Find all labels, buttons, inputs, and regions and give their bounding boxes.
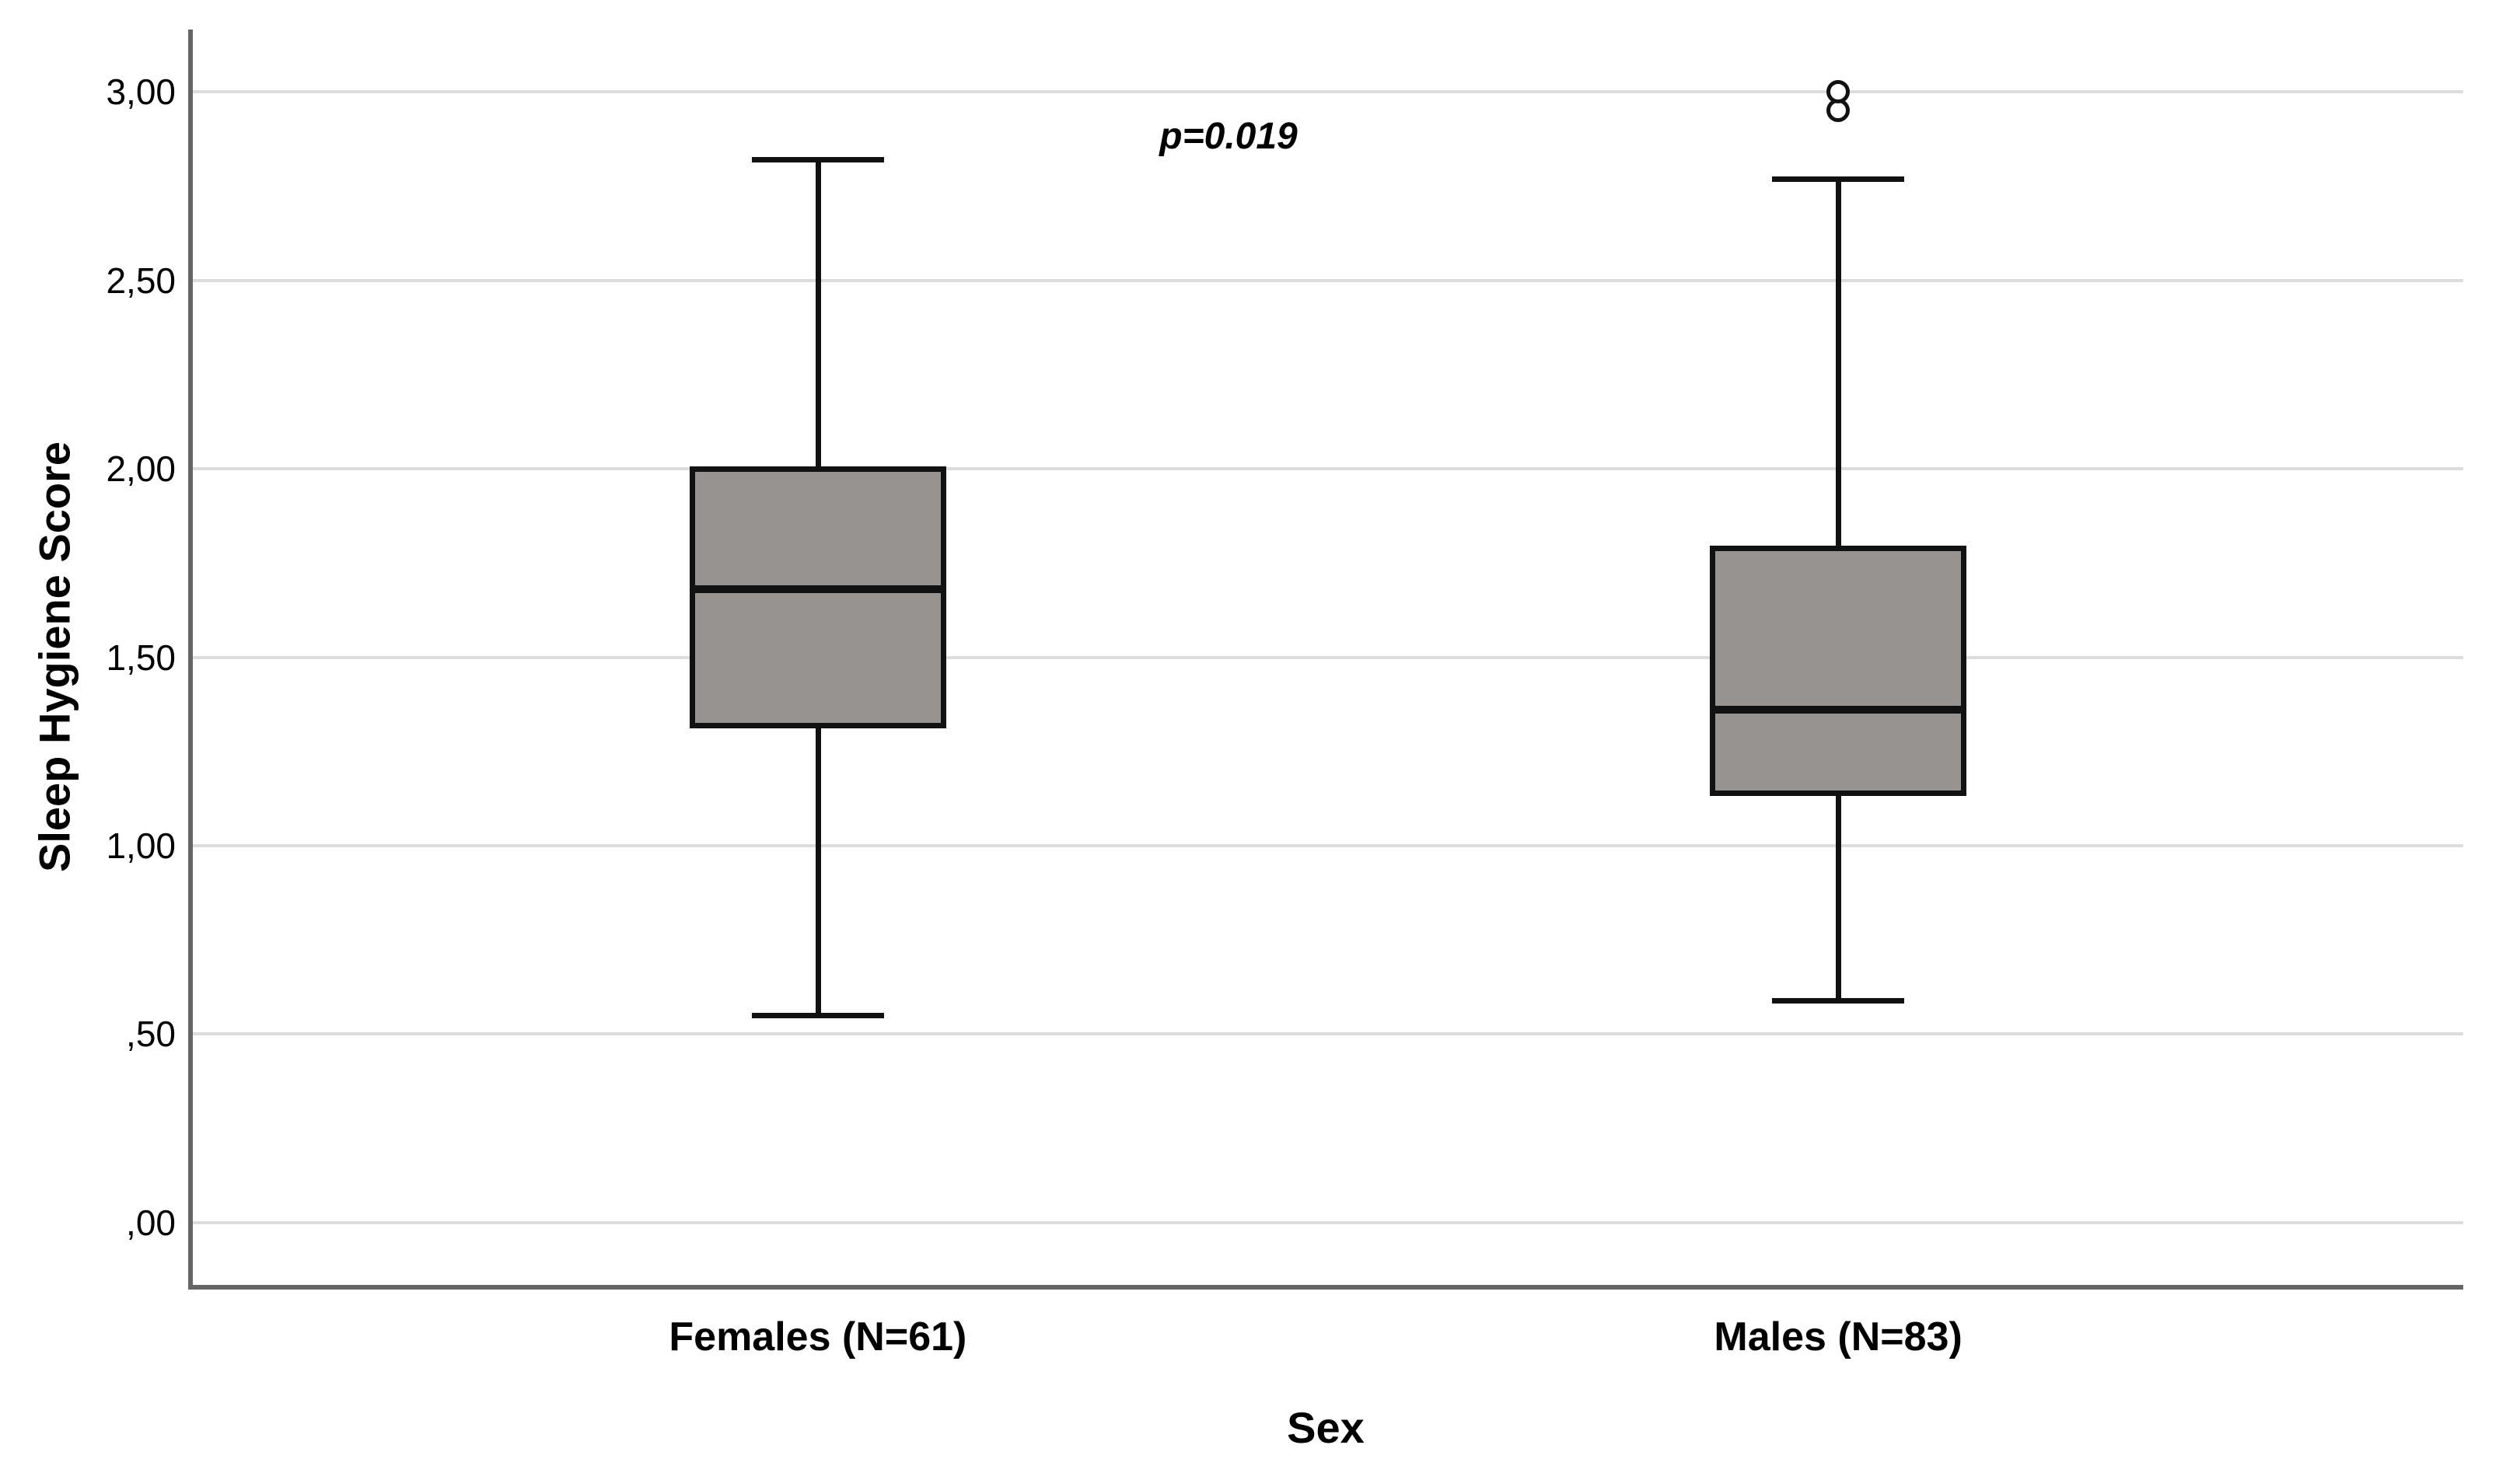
iqr-box — [1710, 545, 1967, 797]
whisker-cap-bottom — [1772, 997, 1905, 1004]
iqr-box — [689, 466, 946, 728]
y-tick-label: 1,50 — [106, 637, 176, 678]
y-tick-label: 3,00 — [106, 72, 176, 113]
p-value-annotation: p=0.019 — [1159, 116, 1298, 157]
gridline-3,00 — [193, 90, 2463, 94]
median-line — [1715, 706, 1962, 714]
gridline-,50 — [193, 1032, 2463, 1036]
category-label-males: Males (N=83) — [1714, 1314, 1963, 1360]
whisker-cap-top — [751, 157, 884, 163]
whisker-cap-bottom — [751, 1013, 884, 1019]
y-tick-label: 2,50 — [106, 260, 176, 301]
y-tick-label: ,50 — [126, 1014, 176, 1055]
whisker-cap-top — [1772, 176, 1905, 182]
category-label-females: Females (N=61) — [669, 1314, 967, 1360]
median-line — [694, 585, 941, 594]
gridline-2,50 — [193, 278, 2463, 282]
gridline-1,50 — [193, 655, 2463, 659]
y-tick-label: ,00 — [126, 1202, 176, 1243]
plot-area — [188, 30, 2463, 1290]
y-tick-label: 2,00 — [106, 449, 176, 489]
x-axis-title: Sex — [1287, 1403, 1365, 1452]
y-tick-label: 1,00 — [106, 825, 176, 866]
gridline-2,00 — [193, 467, 2463, 470]
gridline-1,00 — [193, 843, 2463, 847]
gridline-,00 — [193, 1220, 2463, 1224]
outlier-point — [1826, 80, 1851, 104]
